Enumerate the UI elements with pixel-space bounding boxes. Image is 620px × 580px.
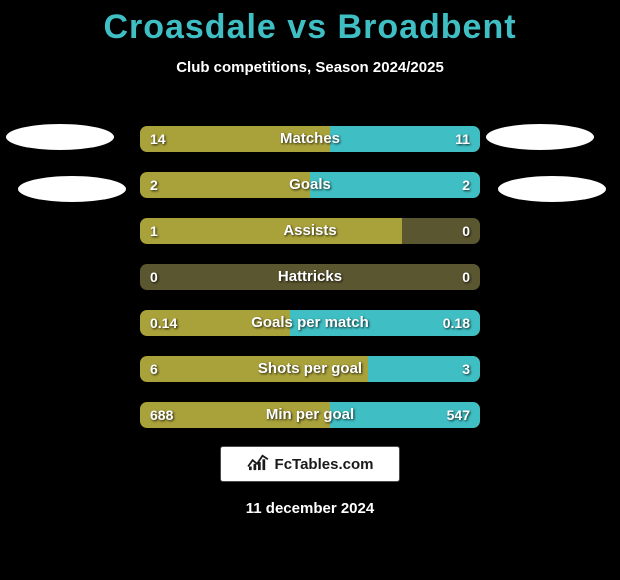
decorative-ellipse (498, 176, 606, 202)
stat-row: Shots per goal6 3 (140, 356, 480, 382)
stat-value-right: 2 (462, 172, 470, 198)
stat-value-right: 11 (455, 126, 470, 152)
branding-badge: FcTables.com (220, 446, 400, 482)
stat-label: Matches (140, 126, 480, 152)
stat-row: Hattricks0 0 (140, 264, 480, 290)
stat-value-left: 688 (150, 402, 173, 428)
stat-value-right: 3 (462, 356, 470, 382)
stat-value-left: 0 (150, 264, 158, 290)
decorative-ellipse (18, 176, 126, 202)
chart-icon (247, 453, 269, 475)
stat-value-left: 2 (150, 172, 158, 198)
branding-text: FcTables.com (275, 456, 374, 473)
stat-label: Goals per match (140, 310, 480, 336)
stat-label: Assists (140, 218, 480, 244)
stat-value-right: 0.18 (443, 310, 470, 336)
stat-value-left: 14 (150, 126, 166, 152)
stat-value-right: 0 (462, 218, 470, 244)
stats-table: Matches1411Goals22Assists10Hattricks00Go… (140, 126, 480, 448)
decorative-ellipse (486, 124, 594, 150)
stat-value-left: 0.14 (150, 310, 177, 336)
stat-value-left: 1 (150, 218, 158, 244)
page-title: Croasdale vs Broadbent (0, 0, 620, 47)
stat-value-right: 0 (462, 264, 470, 290)
stat-label: Goals (140, 172, 480, 198)
stat-row: Min per goal688 547 (140, 402, 480, 428)
stat-label: Min per goal (140, 402, 480, 428)
page-subtitle: Club competitions, Season 2024/2025 (0, 59, 620, 76)
stat-row: Goals per match0.14 0.18 (140, 310, 480, 336)
stat-label: Shots per goal (140, 356, 480, 382)
stat-row: Assists1 0 (140, 218, 480, 244)
stat-label: Hattricks (140, 264, 480, 290)
stat-value-left: 6 (150, 356, 158, 382)
stat-row: Matches14 11 (140, 126, 480, 152)
stat-row: Goals2 2 (140, 172, 480, 198)
decorative-ellipse (6, 124, 114, 150)
footer-date: 11 december 2024 (0, 500, 620, 517)
stat-value-right: 547 (447, 402, 470, 428)
